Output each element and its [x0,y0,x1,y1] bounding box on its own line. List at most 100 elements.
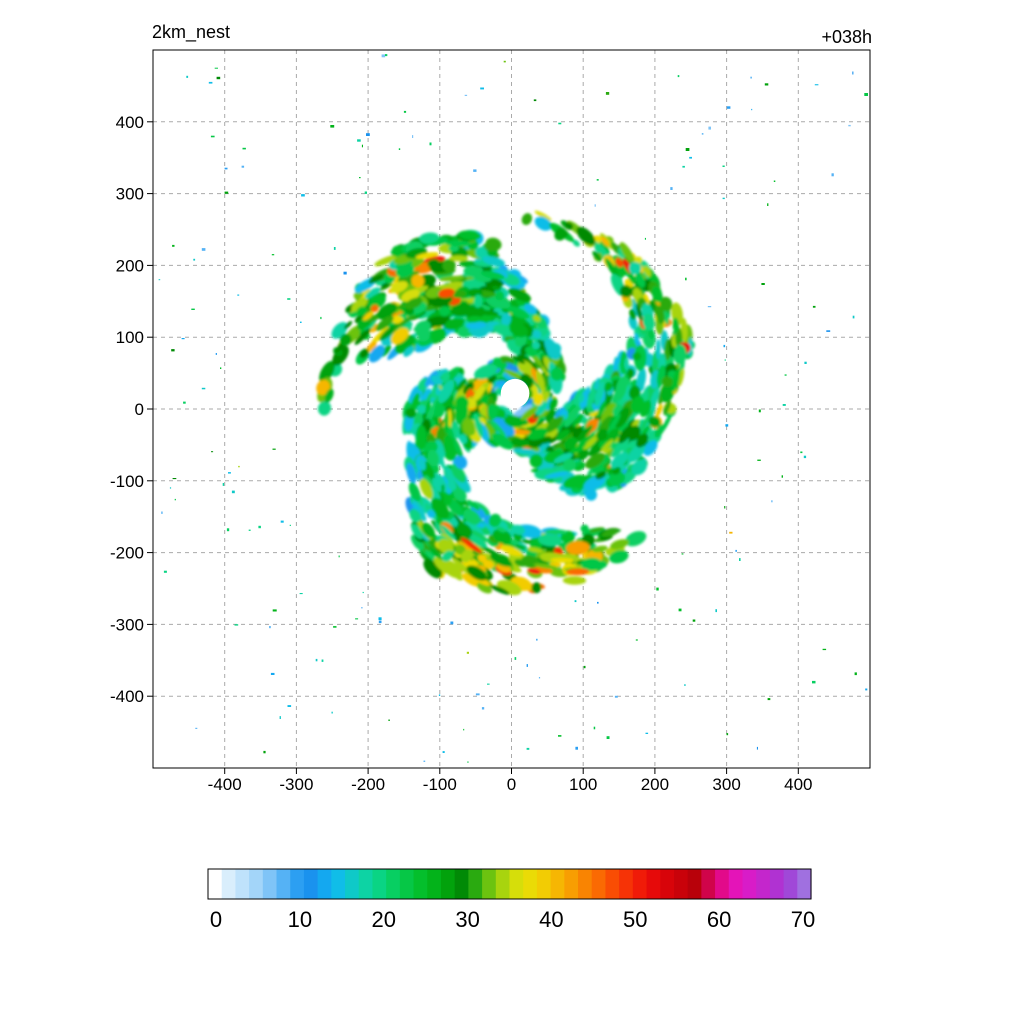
echo-cell [408,482,421,502]
echo-cell [421,522,435,538]
echo-cell [425,400,431,415]
echo-speck [161,511,163,514]
echo-cell [609,550,629,564]
echo-speck [751,108,753,111]
echo-cell [415,252,439,259]
colorbar-swatch [386,869,401,899]
echo-cell [504,415,525,428]
echo-cell [512,448,537,455]
echo-cell [546,342,561,360]
echo-speck [366,133,370,136]
y-tick-label: -100 [110,472,144,491]
echo-cell [592,545,608,553]
echo-speck [423,760,426,762]
echo-cell [451,463,466,483]
storm-eye [500,378,530,408]
echo-cell [610,452,629,469]
echo-cell [465,388,473,399]
echo-cell [630,396,645,414]
echo-cell [364,287,381,299]
colorbar-swatch [619,869,634,899]
echo-speck [201,387,206,390]
echo-cell [427,449,440,467]
echo-speck [450,621,454,625]
echo-cell [427,258,440,268]
echo-speck [722,197,725,200]
echo-cell [409,508,421,523]
y-tick-label: 400 [116,113,144,132]
echo-speck [692,619,696,622]
echo-cell [595,471,607,480]
echo-cell [608,471,626,487]
echo-cell [673,344,687,365]
colorbar-swatch [687,869,702,899]
echo-cell [366,341,377,352]
echo-cell [316,379,330,396]
echo-speck [538,677,541,679]
echo-cell [533,315,541,322]
echo-cell [535,398,548,416]
colorbar-swatch [482,869,497,899]
echo-cell [654,424,665,438]
echo-speck [338,555,340,558]
echo-cell [509,538,519,545]
echo-speck [644,237,646,240]
colorbar-swatch [756,869,771,899]
echo-cell [445,240,472,247]
echo-cell [553,453,573,464]
echo-cell [680,317,688,343]
echo-cell [562,576,587,585]
echo-cell [513,404,533,418]
echo-cell [442,259,456,272]
echo-speck [299,593,303,595]
echo-cell [431,497,450,520]
colorbar-swatch [399,869,415,899]
colorbar-swatch [345,869,360,899]
echo-speck [865,688,868,691]
echo-cell [618,425,633,444]
echo-cell [394,334,415,354]
y-tick-label: -400 [110,687,144,706]
colorbar-swatch [468,869,483,899]
echo-speck [359,177,361,179]
echo-speck [814,84,819,86]
echo-cell [359,348,369,359]
echo-cell [410,392,420,411]
echo-speck [533,99,537,102]
echo-cell [572,239,580,247]
echo-cell [442,550,453,562]
echo-speck [208,81,213,84]
echo-cell [529,454,543,468]
echo-speck [852,71,854,75]
colorbar-swatch [605,869,620,899]
echo-cell [463,509,481,525]
echo-speck [364,191,367,194]
echo-cell [678,368,685,387]
echo-speck [771,500,773,503]
echo-cell [415,424,428,450]
echo-cell [522,539,531,544]
echo-cell [527,547,543,553]
echo-cell [615,406,630,429]
colorbar-swatch [221,869,236,899]
echo-cell [540,436,552,444]
echo-cell [496,526,506,533]
colorbar-swatch [413,869,428,899]
echo-cell [433,557,451,575]
echo-cell [411,274,425,288]
echo-cell [583,475,606,491]
echo-speck [333,626,337,628]
echo-cell [536,370,545,391]
echo-cell [440,372,450,383]
echo-cell [489,553,513,567]
echo-cell [472,555,480,562]
echo-speck [723,344,726,348]
echo-speck [269,626,271,629]
echo-cell [390,327,409,345]
echo-cell [565,222,574,230]
echo-speck [228,472,231,474]
echo-cell [565,541,590,555]
echo-speck [761,283,765,285]
colorbar: 0 10 20 30 40 50 60 70 [207,868,815,932]
echo-cell [487,404,498,420]
